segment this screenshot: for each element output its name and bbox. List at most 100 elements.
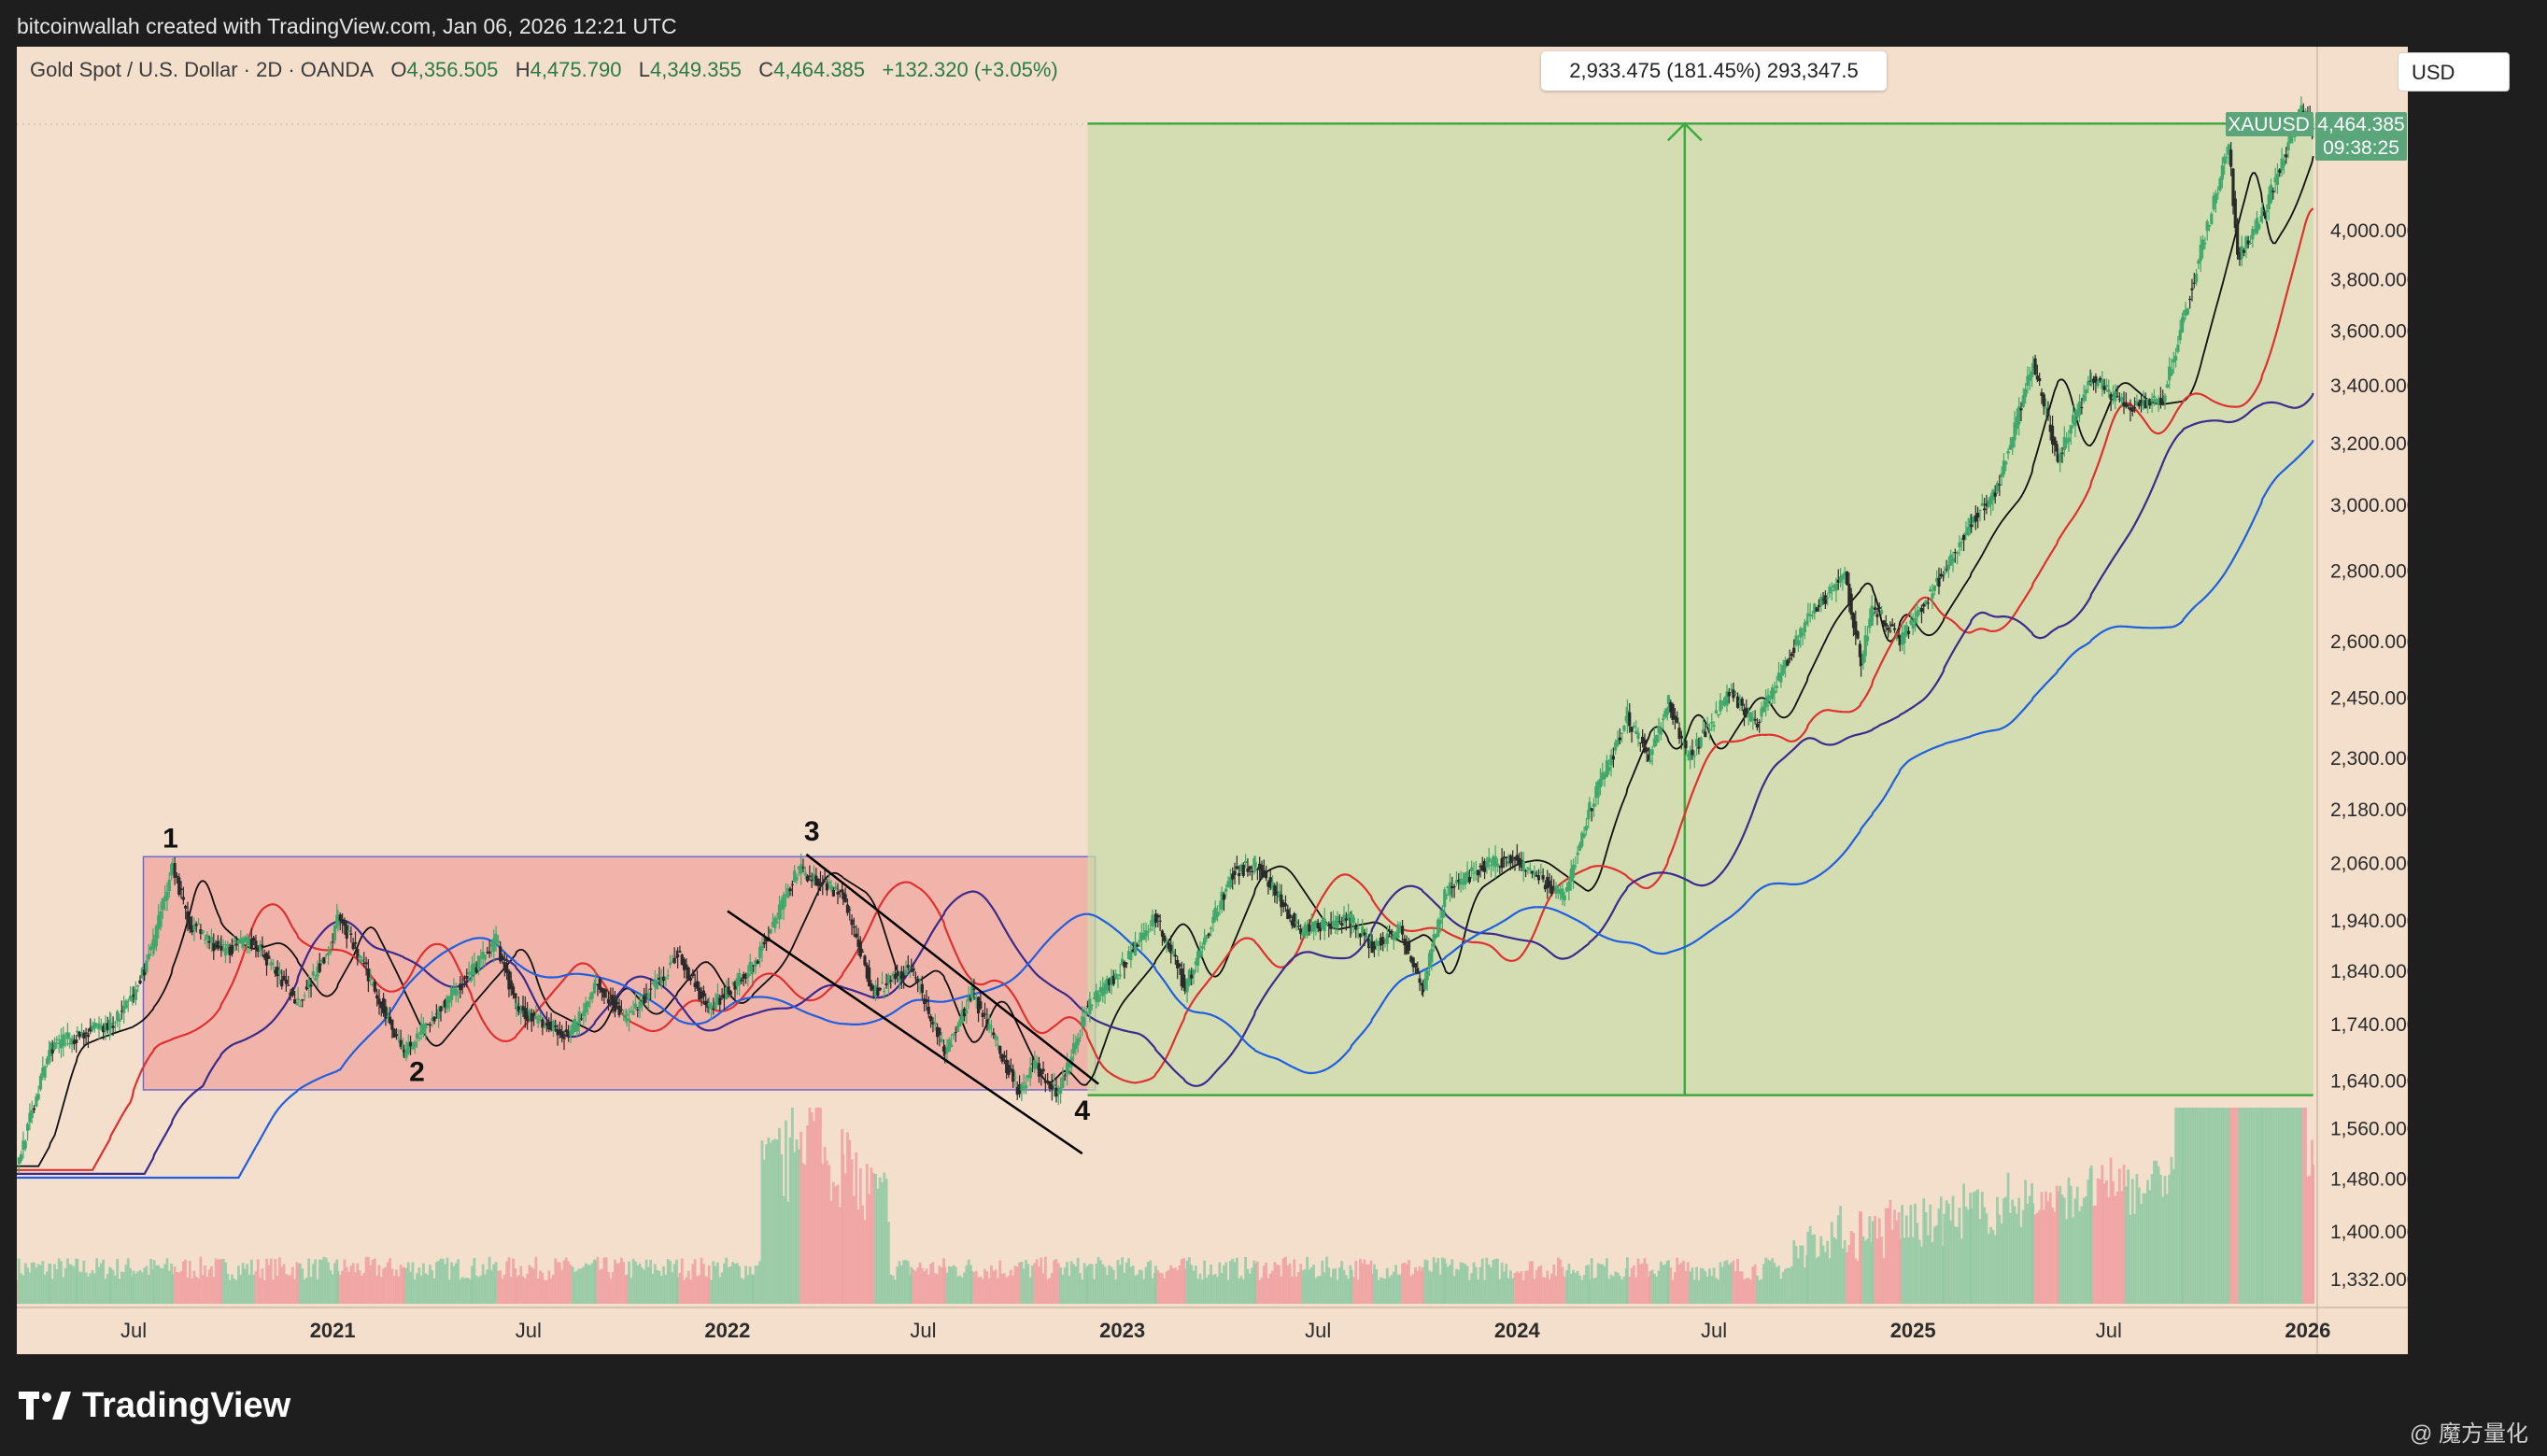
- candle-body: [593, 980, 598, 982]
- candle-body: [1118, 974, 1122, 977]
- volume-bar: [1662, 1265, 1665, 1304]
- volume-bar: [2107, 1196, 2111, 1304]
- candle-body: [746, 972, 750, 978]
- candle-body: [149, 946, 153, 951]
- volume-bar: [889, 1274, 893, 1304]
- volume-bar: [767, 1138, 771, 1304]
- candle-body: [858, 941, 862, 957]
- candle-body: [1311, 921, 1316, 932]
- candle-body: [399, 1039, 403, 1047]
- candle-body: [1026, 1074, 1030, 1078]
- volume-bar: [2017, 1197, 2021, 1304]
- candle-body: [28, 1112, 32, 1123]
- volume-bar: [700, 1257, 703, 1304]
- candle-body: [2172, 359, 2175, 363]
- candle-body: [927, 1006, 930, 1014]
- close-value: 4,464.385: [773, 58, 866, 81]
- volume-bar: [1976, 1189, 1980, 1304]
- volume-bar: [1013, 1265, 1017, 1304]
- candle-body: [2015, 417, 2018, 430]
- channel-lower-line[interactable]: [727, 910, 1083, 1155]
- candle-body: [494, 933, 498, 942]
- candle-body: [388, 1016, 392, 1024]
- range-box[interactable]: [142, 855, 1097, 1091]
- candle-body: [1295, 921, 1298, 925]
- candle-body: [104, 1023, 107, 1032]
- candlestick-chart[interactable]: 12341,332.0001,400.0001,480.0001,560.000…: [17, 47, 2408, 1354]
- volume-bar: [2133, 1213, 2136, 1304]
- currency-selector[interactable]: USD: [2398, 52, 2510, 92]
- candle-body: [2205, 220, 2209, 232]
- candle-body: [943, 1047, 947, 1054]
- candle-body: [1962, 535, 1966, 541]
- volume-bar: [499, 1270, 502, 1304]
- volume-bar: [1446, 1266, 1450, 1304]
- chart-panel[interactable]: 12341,332.0001,400.0001,480.0001,560.000…: [17, 47, 2408, 1354]
- measure-zone[interactable]: [1087, 123, 2314, 1096]
- volume-bar: [1987, 1234, 1990, 1304]
- volume-bar: [965, 1265, 969, 1304]
- candle-body: [186, 911, 190, 924]
- volume-bar: [181, 1261, 185, 1304]
- candle-body: [1603, 774, 1606, 779]
- candle-body: [2038, 377, 2042, 382]
- volume-bar: [1914, 1203, 1917, 1304]
- volume-bar: [630, 1278, 633, 1304]
- volume-bar: [577, 1268, 581, 1304]
- volume-bar: [940, 1266, 943, 1304]
- candle-body: [2046, 408, 2050, 417]
- candle-body: [479, 957, 483, 959]
- candle-body: [970, 985, 974, 999]
- symbol-label[interactable]: Gold Spot / U.S. Dollar · 2D · OANDA: [30, 58, 374, 81]
- volume-bar: [848, 1139, 852, 1304]
- candle-body: [871, 986, 875, 990]
- volume-bar: [646, 1266, 650, 1304]
- candle-body: [52, 1041, 57, 1050]
- channel-upper-line[interactable]: [805, 853, 1099, 1085]
- candle-body: [447, 996, 451, 1003]
- volume-bar: [505, 1261, 509, 1304]
- candle-body: [241, 938, 245, 949]
- candle-body: [579, 1018, 584, 1020]
- volume-bar: [738, 1265, 742, 1304]
- volume-bar: [265, 1258, 268, 1304]
- candle-body: [38, 1076, 43, 1090]
- candle-body: [1082, 1017, 1086, 1026]
- volume-bar: [693, 1259, 697, 1304]
- volume-bar: [1127, 1258, 1130, 1304]
- candle-body: [1886, 628, 1890, 630]
- volume-bar: [1079, 1273, 1082, 1304]
- volume-bar: [327, 1262, 330, 1304]
- volume-bar: [664, 1274, 668, 1304]
- candle-body: [1720, 702, 1724, 704]
- volume-bar: [795, 1139, 799, 1304]
- volume-bar: [2038, 1209, 2042, 1304]
- candle-body: [1078, 1037, 1082, 1039]
- candle-body: [1574, 865, 1578, 867]
- candle-body: [1679, 735, 1683, 739]
- volume-bar: [678, 1273, 682, 1304]
- volume-bar: [1924, 1212, 1928, 1304]
- volume-bar: [575, 1270, 579, 1304]
- candle-body: [1877, 607, 1881, 609]
- volume-bar: [1033, 1263, 1037, 1304]
- volume-bar: [1622, 1276, 1626, 1304]
- candle-body: [1792, 647, 1796, 654]
- volume-bar: [214, 1258, 218, 1304]
- candle-body: [764, 938, 769, 942]
- candle-body: [1738, 700, 1742, 703]
- volume-bar: [2263, 1108, 2266, 1304]
- volume-bar: [972, 1272, 976, 1304]
- candle-body: [1650, 749, 1654, 756]
- candle-body: [1834, 584, 1838, 591]
- volume-bar: [515, 1277, 518, 1304]
- candle-body: [814, 875, 818, 885]
- volume-bar: [541, 1272, 545, 1304]
- candle-body: [920, 983, 924, 994]
- volume-bar: [1531, 1261, 1534, 1304]
- volume-bar: [1238, 1278, 1241, 1304]
- candle-body: [386, 1015, 389, 1017]
- volume-bar: [347, 1271, 350, 1304]
- volume-bar: [1691, 1267, 1694, 1304]
- candle-body: [758, 947, 762, 958]
